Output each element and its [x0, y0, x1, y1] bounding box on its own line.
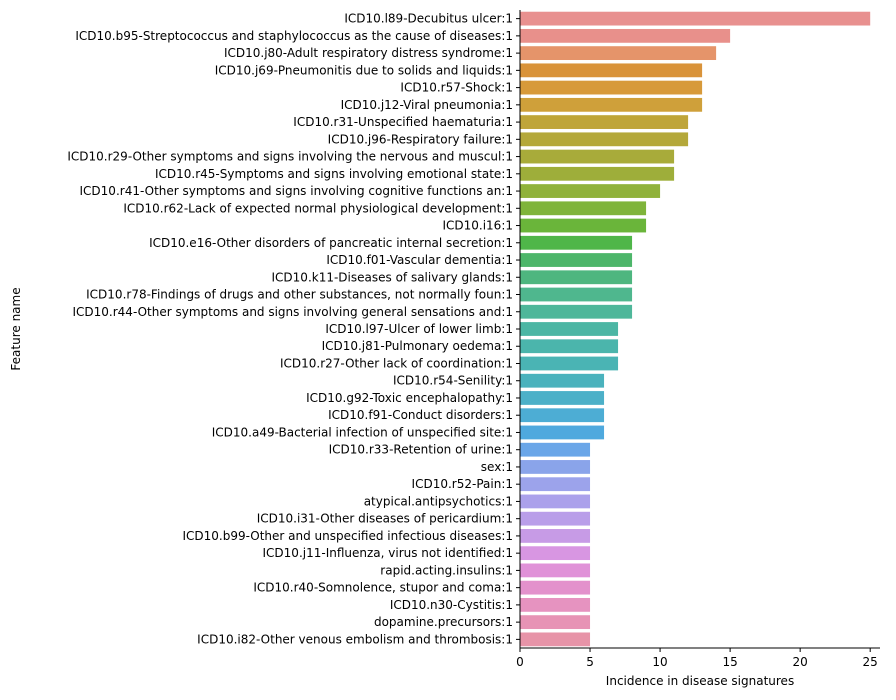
y-tick-label: ICD10.r29-Other symptoms and signs invol… — [67, 150, 513, 164]
bar-17 — [520, 304, 633, 319]
y-tick-label: ICD10.r45-Symptoms and signs involving e… — [155, 167, 513, 181]
y-tick-label: ICD10.l89-Decubitus ulcer:1 — [344, 12, 513, 26]
bar-19 — [520, 339, 619, 354]
y-tick-label: ICD10.i16:1 — [442, 219, 513, 233]
y-tick-label: ICD10.i82-Other venous embolism and thro… — [197, 632, 513, 646]
y-tick-label: ICD10.r41-Other symptoms and signs invol… — [80, 184, 513, 198]
bar-0 — [520, 11, 871, 26]
y-tick-label: ICD10.j81-Pulmonary oedema:1 — [322, 339, 513, 353]
x-tick-label: 25 — [863, 655, 878, 669]
y-tick-label: ICD10.r40-Somnolence, stupor and coma:1 — [253, 581, 513, 595]
y-tick-label: ICD10.f91-Conduct disorders:1 — [328, 408, 513, 422]
y-tick-label: atypical.antipsychotics:1 — [364, 494, 513, 508]
bar-2 — [520, 46, 717, 61]
y-tick-label: ICD10.g92-Toxic encephalopathy:1 — [306, 391, 513, 405]
y-tick-label: ICD10.a49-Bacterial infection of unspeci… — [212, 425, 513, 439]
bar-33 — [520, 580, 591, 595]
bar-21 — [520, 373, 605, 388]
y-tick-label: ICD10.l97-Ulcer of lower limb:1 — [325, 322, 513, 336]
y-tick-label: ICD10.b95-Streptococcus and staphylococc… — [75, 29, 513, 43]
bar-22 — [520, 391, 605, 405]
bar-12 — [520, 218, 647, 233]
x-tick-label: 0 — [516, 655, 524, 669]
bar-4 — [520, 80, 703, 95]
y-tick-label: ICD10.j96-Respiratory failure:1 — [328, 132, 513, 146]
y-tick-label: ICD10.r33-Retention of urine:1 — [329, 443, 513, 457]
bar-35 — [520, 615, 591, 630]
bar-15 — [520, 270, 633, 285]
bar-34 — [520, 597, 591, 612]
x-tick-label: 15 — [722, 655, 737, 669]
x-tick-label: 10 — [652, 655, 667, 669]
bar-6 — [520, 115, 689, 129]
y-tick-label: ICD10.e16-Other disorders of pancreatic … — [149, 236, 513, 250]
y-tick-label: ICD10.r57-Shock:1 — [400, 81, 513, 95]
y-tick-label: ICD10.r44-Other symptoms and signs invol… — [73, 305, 514, 319]
bar-23 — [520, 408, 605, 423]
x-axis: 0 5 10 15 20 25 — [516, 648, 878, 669]
y-tick-label: ICD10.f01-Vascular dementia:1 — [326, 253, 513, 267]
bar-7 — [520, 132, 689, 147]
bar-8 — [520, 149, 675, 164]
y-tick-label: ICD10.r62-Lack of expected normal physio… — [123, 201, 513, 215]
bar-30 — [520, 529, 591, 543]
y-tick-label: ICD10.r54-Senility:1 — [393, 374, 513, 388]
y-tick-labels: ICD10.l89-Decubitus ulcer:1 ICD10.b95-Str… — [67, 12, 520, 646]
y-tick-label: ICD10.r78-Findings of drugs and other su… — [86, 288, 513, 302]
bar-24 — [520, 425, 605, 440]
bar-20 — [520, 356, 619, 371]
y-tick-label: ICD10.k11-Diseases of salivary glands:1 — [272, 270, 513, 284]
bar-14 — [520, 253, 633, 267]
bar-13 — [520, 235, 633, 250]
bar-11 — [520, 201, 647, 216]
y-tick-label: ICD10.j80-Adult respiratory distress syn… — [224, 46, 513, 60]
y-tick-label: ICD10.r31-Unspecified haematuria:1 — [293, 115, 513, 129]
bar-10 — [520, 184, 661, 198]
bar-9 — [520, 166, 675, 181]
bar-28 — [520, 494, 591, 509]
y-tick-label: ICD10.j69-Pneumonitis due to solids and … — [215, 63, 513, 77]
x-axis-title: Incidence in disease signatures — [606, 674, 794, 688]
y-tick-label: rapid.acting.insulins:1 — [380, 563, 513, 577]
bar-18 — [520, 322, 619, 336]
bars-group — [520, 11, 871, 647]
x-tick-label: 5 — [586, 655, 594, 669]
bar-31 — [520, 546, 591, 561]
x-tick-label: 20 — [793, 655, 808, 669]
bar-25 — [520, 442, 591, 457]
y-tick-label: ICD10.n30-Cystitis:1 — [390, 598, 513, 612]
y-axis-title: Feature name — [9, 287, 23, 370]
bar-16 — [520, 287, 633, 302]
y-tick-label: ICD10.i31-Other diseases of pericardium:… — [257, 512, 513, 526]
bar-29 — [520, 511, 591, 526]
y-tick-label: sex:1 — [481, 460, 513, 474]
y-tick-label: ICD10.j12-Viral pneumonia:1 — [341, 98, 513, 112]
bar-26 — [520, 460, 591, 474]
bar-36 — [520, 632, 591, 647]
y-tick-label: ICD10.j11-Influenza, virus not identifie… — [263, 546, 513, 560]
bar-1 — [520, 28, 731, 43]
bar-3 — [520, 63, 703, 78]
bar-5 — [520, 97, 703, 112]
y-tick-label: ICD10.r52-Pain:1 — [412, 477, 513, 491]
y-tick-label: dopamine.precursors:1 — [374, 615, 513, 629]
bar-27 — [520, 477, 591, 492]
y-tick-label: ICD10.r27-Other lack of coordination:1 — [280, 356, 513, 370]
y-tick-label: ICD10.b99-Other and unspecified infectio… — [182, 529, 513, 543]
bar-32 — [520, 563, 591, 578]
